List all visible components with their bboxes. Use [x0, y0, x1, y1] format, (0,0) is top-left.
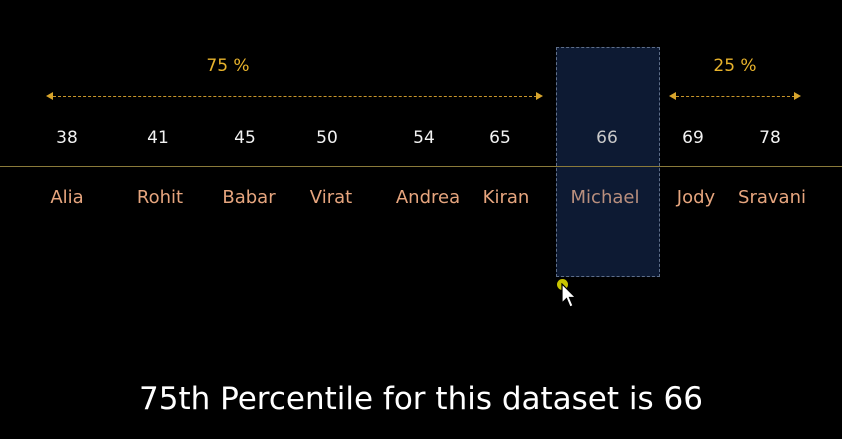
- person-name: Sravani: [738, 187, 806, 208]
- person-name: Rohit: [136, 187, 184, 208]
- arrow-right-head-icon: [536, 92, 543, 100]
- person-name: Jody: [676, 187, 716, 208]
- score-value: 41: [147, 128, 169, 148]
- arrow-right-head-icon: [794, 92, 801, 100]
- percent-label-75: 75 %: [206, 56, 250, 76]
- score-value: 65: [489, 128, 511, 148]
- person-name-highlighted: Michael: [570, 187, 640, 208]
- mouse-pointer-icon: [561, 283, 577, 308]
- person-name: Kiran: [482, 187, 530, 208]
- person-name: Virat: [309, 187, 353, 208]
- percent-label-25: 25 %: [713, 56, 757, 76]
- arrow-left-head-icon: [669, 92, 676, 100]
- person-name: Babar: [222, 187, 276, 208]
- score-value: 69: [682, 128, 704, 148]
- score-value-highlighted: 66: [596, 128, 618, 148]
- caption-text: 75th Percentile for this dataset is 66: [139, 381, 703, 417]
- arrow-75-line: [53, 96, 537, 97]
- person-name: Alia: [50, 187, 84, 208]
- divider-line: [0, 166, 842, 167]
- arrow-left-head-icon: [46, 92, 53, 100]
- highlighted-column-box: [556, 47, 660, 277]
- score-value: 50: [316, 128, 338, 148]
- person-name: Andrea: [395, 187, 461, 208]
- score-value: 54: [413, 128, 435, 148]
- score-value: 78: [759, 128, 781, 148]
- score-value: 38: [56, 128, 78, 148]
- arrow-25-line: [676, 96, 795, 97]
- score-value: 45: [234, 128, 256, 148]
